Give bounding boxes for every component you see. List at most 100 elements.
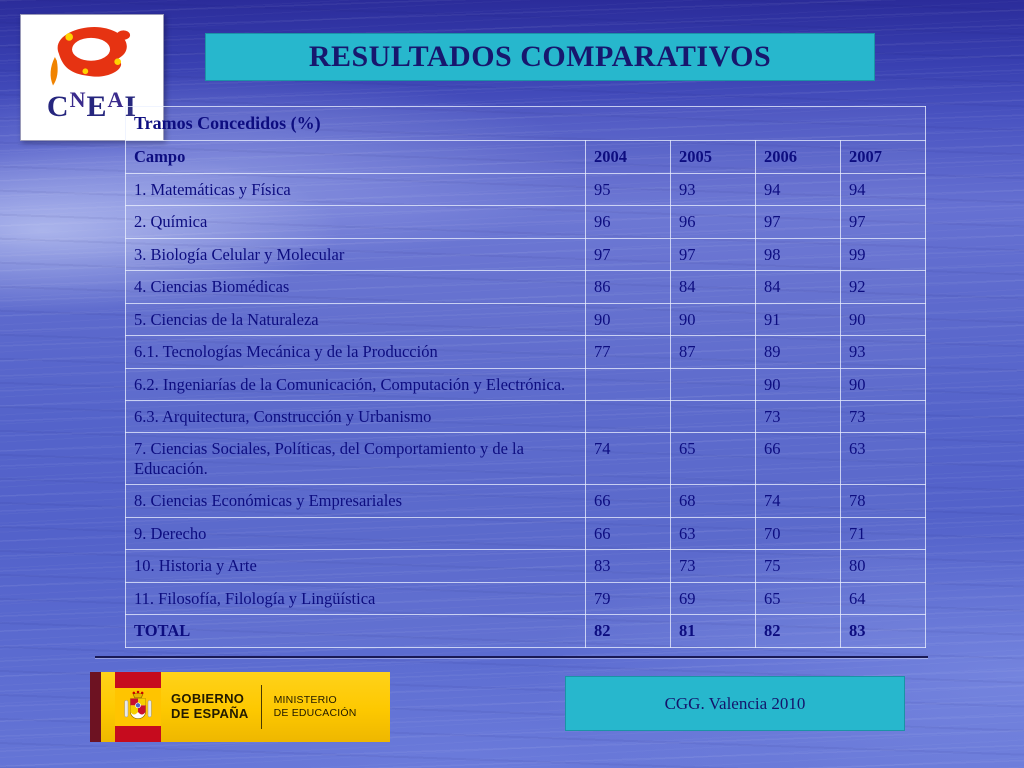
value-cell: 84 <box>755 270 841 304</box>
gobierno-line1: GOBIERNO <box>171 691 245 707</box>
value-cell <box>670 399 756 434</box>
value-cell: 96 <box>585 205 671 239</box>
table-row: 2. Química 96 96 97 97 <box>125 205 926 239</box>
campo-cell: 7. Ciencias Sociales, Políticas, del Com… <box>125 432 586 486</box>
logo-separator <box>260 685 262 729</box>
value-cell: 68 <box>670 484 756 518</box>
value-cell: 94 <box>840 172 926 207</box>
value-cell: 83 <box>840 614 926 648</box>
gobierno-espana-logo: GOBIERNO DE ESPAÑA MINISTERIO DE EDUCACI… <box>90 672 390 742</box>
campo-cell: TOTAL <box>125 614 586 648</box>
table-row: 6.3. Arquitectura, Construcción y Urbani… <box>125 399 926 434</box>
value-cell: 94 <box>755 172 841 207</box>
value-cell: 73 <box>755 399 841 434</box>
value-cell <box>670 367 756 401</box>
table-title-row: Tramos Concedidos (%) <box>125 105 926 142</box>
campo-cell: 6.2. Ingeniarías de la Comunicación, Com… <box>125 367 586 401</box>
column-header-2005: 2005 <box>670 140 756 174</box>
campo-cell: 3. Biología Celular y Molecular <box>125 237 586 272</box>
table-row: 7. Ciencias Sociales, Políticas, del Com… <box>125 432 926 486</box>
value-cell: 92 <box>840 270 926 304</box>
slide-title: RESULTADOS COMPARATIVOS <box>308 40 772 73</box>
value-cell: 71 <box>840 516 926 551</box>
value-cell: 91 <box>755 302 841 337</box>
value-cell: 75 <box>755 549 841 583</box>
value-cell: 89 <box>755 335 841 369</box>
value-cell: 73 <box>840 399 926 434</box>
value-cell: 87 <box>670 335 756 369</box>
column-header-campo: Campo <box>125 140 586 174</box>
ministerio-line1: MINISTERIO <box>273 693 337 706</box>
table-title: Tramos Concedidos (%) <box>125 105 926 142</box>
campo-cell: 5. Ciencias de la Naturaleza <box>125 302 586 337</box>
value-cell: 63 <box>840 432 926 486</box>
campo-cell: 2. Química <box>125 205 586 239</box>
campo-cell: 9. Derecho <box>125 516 586 551</box>
value-cell: 98 <box>755 237 841 272</box>
value-cell: 90 <box>585 302 671 337</box>
value-cell: 97 <box>585 237 671 272</box>
value-cell: 65 <box>670 432 756 486</box>
spain-flag-icon <box>115 672 161 742</box>
value-cell: 86 <box>585 270 671 304</box>
table-total-row: TOTAL 82 81 82 83 <box>125 614 926 648</box>
gobierno-label: GOBIERNO DE ESPAÑA <box>171 691 249 722</box>
value-cell: 70 <box>755 516 841 551</box>
value-cell: 93 <box>840 335 926 369</box>
gobierno-line2: DE ESPAÑA <box>171 706 249 721</box>
table-row: 10. Historia y Arte 83 73 75 80 <box>125 549 926 583</box>
value-cell: 78 <box>840 484 926 518</box>
column-header-2007: 2007 <box>840 140 926 174</box>
campo-cell: 6.3. Arquitectura, Construcción y Urbani… <box>125 399 586 434</box>
value-cell: 73 <box>670 549 756 583</box>
value-cell: 66 <box>585 516 671 551</box>
value-cell: 93 <box>670 172 756 207</box>
logo-left-edge <box>90 672 101 742</box>
value-cell: 95 <box>585 172 671 207</box>
value-cell: 90 <box>840 367 926 401</box>
column-header-2006: 2006 <box>755 140 841 174</box>
value-cell: 82 <box>755 614 841 648</box>
value-cell: 65 <box>755 581 841 616</box>
value-cell: 97 <box>670 237 756 272</box>
ministerio-line2: DE EDUCACIÓN <box>273 707 357 719</box>
cneai-logo: CNEAI <box>20 14 164 141</box>
table-row: 6.1. Tecnologías Mecánica y de la Produc… <box>125 335 926 369</box>
value-cell: 66 <box>755 432 841 486</box>
results-table: Tramos Concedidos (%) Campo 2004 2005 20… <box>125 105 926 648</box>
campo-cell: 10. Historia y Arte <box>125 549 586 583</box>
value-cell: 74 <box>585 432 671 486</box>
table-row: 6.2. Ingeniarías de la Comunicación, Com… <box>125 367 926 401</box>
table-row: 3. Biología Celular y Molecular 97 97 98 99 <box>125 237 926 272</box>
cneai-logo-art <box>50 26 131 86</box>
cneai-logo-text: CNEAI <box>46 87 138 123</box>
spain-coat-of-arms-icon <box>124 690 152 719</box>
table-row: 11. Filosofía, Filología y Lingüística 79… <box>125 581 926 616</box>
table-row: 9. Derecho 66 63 70 71 <box>125 516 926 551</box>
results-table-body: 1. Matemáticas y Física 95 93 94 94 2. Químic… <box>125 172 926 648</box>
value-cell: 80 <box>840 549 926 583</box>
campo-cell: 8. Ciencias Económicas y Empresariales <box>125 484 586 518</box>
value-cell: 79 <box>585 581 671 616</box>
column-header-2004: 2004 <box>585 140 671 174</box>
campo-cell: 11. Filosofía, Filología y Lingüística <box>125 581 586 616</box>
value-cell: 90 <box>840 302 926 337</box>
table-header-row: Campo 2004 2005 2006 2007 <box>125 140 926 174</box>
footer-divider <box>95 656 928 659</box>
value-cell: 90 <box>755 367 841 401</box>
value-cell: 63 <box>670 516 756 551</box>
value-cell <box>585 399 671 434</box>
value-cell: 97 <box>840 205 926 239</box>
value-cell: 83 <box>585 549 671 583</box>
footer-badge-text: CGG. Valencia 2010 <box>664 693 806 713</box>
value-cell: 82 <box>585 614 671 648</box>
value-cell: 74 <box>755 484 841 518</box>
table-row: 5. Ciencias de la Naturaleza 90 90 91 90 <box>125 302 926 337</box>
footer-badge: CGG. Valencia 2010 <box>565 676 905 731</box>
value-cell: 77 <box>585 335 671 369</box>
campo-cell: 4. Ciencias Biomédicas <box>125 270 586 304</box>
value-cell: 64 <box>840 581 926 616</box>
ministerio-label: MINISTERIO DE EDUCACIÓN <box>274 694 357 720</box>
table-row: 1. Matemáticas y Física 95 93 94 94 <box>125 172 926 207</box>
